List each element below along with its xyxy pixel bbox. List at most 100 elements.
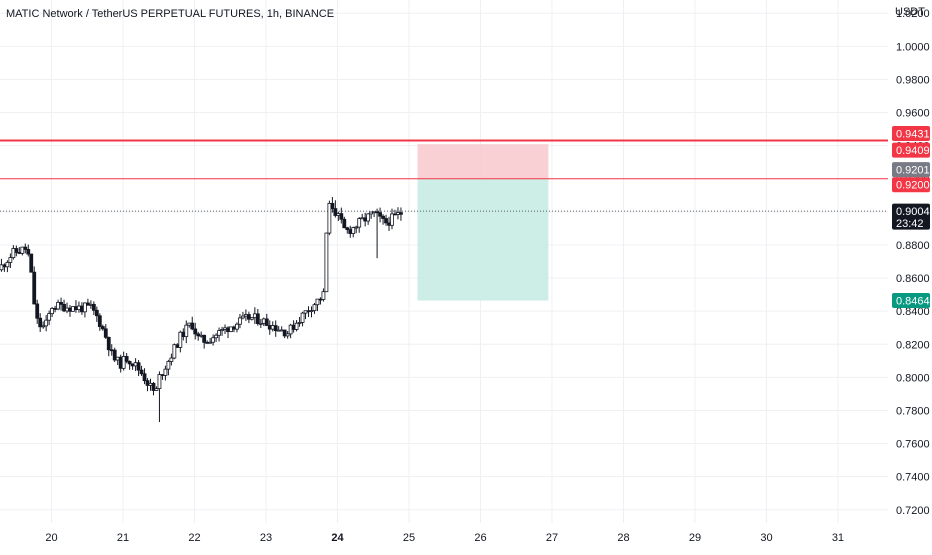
- candle: [20, 246, 25, 256]
- x-tick-label: 23: [260, 532, 272, 544]
- candle-body: [124, 356, 129, 362]
- candle: [357, 217, 362, 233]
- candle: [306, 306, 311, 317]
- candle-body: [351, 227, 356, 234]
- candle: [94, 306, 99, 322]
- candle-body: [267, 325, 272, 330]
- candle-body: [372, 211, 377, 214]
- candle-body: [390, 213, 394, 226]
- candle-body: [318, 298, 323, 301]
- candle-body: [175, 344, 180, 348]
- x-tick-label: 20: [45, 532, 57, 544]
- candle: [291, 320, 296, 333]
- candle: [214, 333, 218, 342]
- price-tag-upper_line-text: 0.9431: [896, 129, 930, 141]
- price-tag-target-text: 0.8464: [896, 296, 930, 308]
- candle: [88, 300, 93, 309]
- candle: [205, 340, 210, 344]
- candle-body: [65, 307, 69, 312]
- stop-loss-zone: [417, 144, 549, 179]
- candle: [139, 365, 144, 376]
- candle: [85, 298, 90, 306]
- candle-body: [41, 325, 46, 328]
- candle: [127, 360, 132, 370]
- candle: [59, 297, 63, 311]
- symbol-title[interactable]: MATIC Network / TetherUS PERPETUAL FUTUR…: [6, 8, 335, 20]
- candle: [178, 330, 183, 353]
- candle: [17, 247, 22, 255]
- candle: [68, 305, 72, 317]
- candle: [172, 343, 177, 360]
- candle-body: [211, 337, 216, 343]
- candle: [348, 225, 353, 238]
- candle: [387, 216, 391, 231]
- candle: [0, 258, 4, 272]
- candle: [366, 213, 371, 225]
- y-tick-label: 0.8800: [896, 240, 930, 252]
- x-tick-label: 21: [117, 532, 129, 544]
- price-tag-upper_line-bg: [892, 126, 930, 142]
- candle-body: [315, 298, 320, 306]
- price-tag-stop: 0.9409: [892, 142, 930, 158]
- candle: [217, 327, 221, 342]
- candle: [235, 322, 239, 333]
- candle: [285, 331, 290, 339]
- candle-body: [261, 318, 266, 324]
- candle-body: [181, 331, 186, 338]
- candle: [390, 208, 394, 230]
- candle: [14, 245, 19, 257]
- candle-body: [229, 326, 233, 333]
- candle-body: [217, 330, 221, 336]
- candle-body: [330, 203, 335, 210]
- x-tick-label: 28: [617, 532, 629, 544]
- candle-body: [77, 305, 81, 310]
- candle: [258, 318, 263, 328]
- candle-body: [384, 218, 388, 224]
- candle: [80, 302, 84, 315]
- candle: [190, 316, 195, 331]
- horizontal-lines[interactable]: [0, 139, 888, 212]
- candle-body: [339, 213, 344, 220]
- candle-body: [208, 341, 213, 344]
- candle-body: [399, 212, 403, 215]
- candle: [229, 326, 233, 333]
- candle-body: [294, 322, 299, 330]
- candle-body: [151, 382, 156, 391]
- candle-body: [100, 326, 105, 330]
- candle-body: [235, 323, 239, 330]
- candle-body: [393, 213, 397, 216]
- candle-body: [53, 307, 57, 310]
- candle-body: [220, 329, 224, 331]
- candle: [246, 311, 251, 324]
- candle-body: [26, 249, 31, 255]
- candle-body: [166, 361, 171, 370]
- current-price-tag-bg: [892, 203, 930, 230]
- candle: [118, 354, 123, 373]
- candle-body: [85, 302, 90, 306]
- candle: [157, 371, 162, 423]
- candle-body: [80, 305, 84, 313]
- candle-body: [115, 356, 120, 361]
- candlestick-series: [0, 197, 403, 423]
- candle-body: [246, 314, 251, 320]
- candle: [71, 306, 75, 312]
- candle-body: [288, 324, 293, 335]
- countdown-text: 23:42: [896, 218, 924, 230]
- candle: [396, 207, 400, 220]
- candle: [312, 302, 317, 314]
- candle: [2, 263, 7, 272]
- candle-body: [106, 336, 111, 351]
- candle: [187, 322, 192, 328]
- short-position-tool[interactable]: [417, 144, 549, 301]
- candle-body: [285, 333, 290, 337]
- candle-body: [378, 212, 382, 217]
- candle: [309, 306, 314, 318]
- candle: [142, 368, 147, 385]
- candle-body: [333, 208, 338, 216]
- x-tick-label: 29: [689, 532, 701, 544]
- candle-body: [300, 312, 305, 323]
- candle: [249, 317, 254, 321]
- candle: [399, 207, 403, 221]
